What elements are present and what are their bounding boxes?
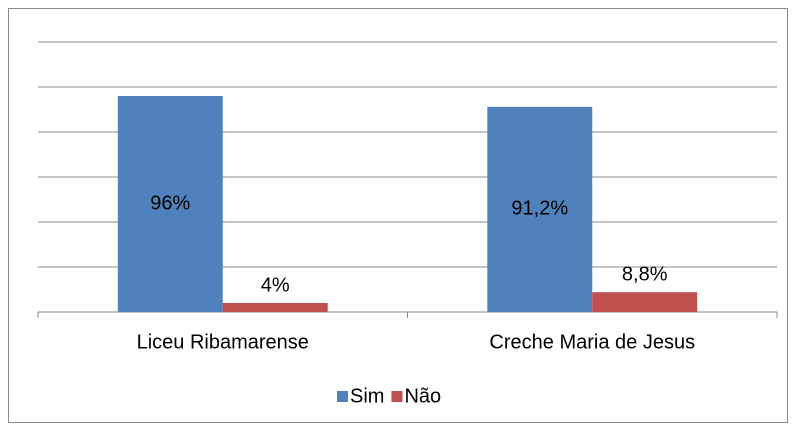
data-label: 96% [150, 192, 190, 214]
x-tick-label: Creche Maria de Jesus [489, 331, 695, 353]
legend-label: Sim [350, 385, 384, 407]
data-label: 4% [261, 274, 290, 296]
legend-swatch [337, 391, 348, 402]
bar [592, 292, 698, 312]
legend-label: Não [404, 385, 441, 407]
x-tick-label: Liceu Ribamarense [137, 331, 309, 353]
data-label: 91,2% [511, 198, 568, 220]
bar [117, 96, 223, 312]
bar [222, 303, 328, 312]
bar [487, 106, 593, 312]
data-label: 8,8% [622, 263, 668, 285]
legend-swatch [391, 391, 403, 402]
